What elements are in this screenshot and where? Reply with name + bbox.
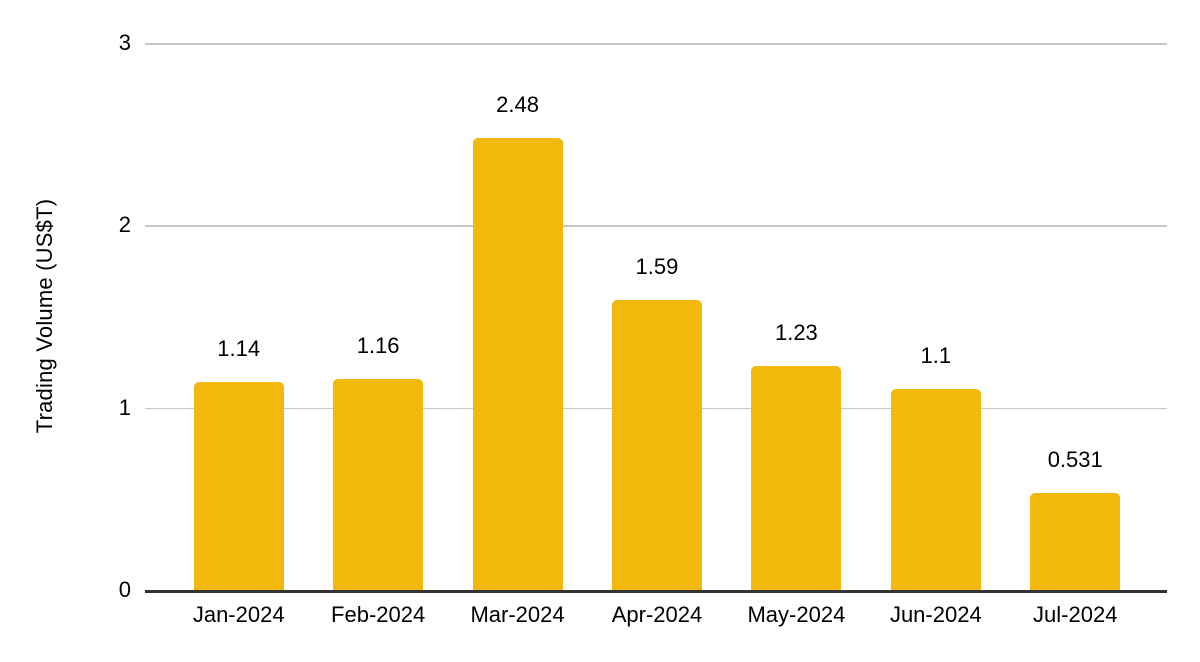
bar-value-label: 1.23 <box>774 319 818 345</box>
bar-column: 2.48 <box>448 43 587 590</box>
bar-value-label: 1.59 <box>635 254 679 280</box>
x-tick-label: Feb-2024 <box>331 602 426 627</box>
y-tick-label: 2 <box>118 212 131 238</box>
bar-value-label: 0.531 <box>1047 447 1103 473</box>
y-tick-label: 0 <box>118 577 131 602</box>
x-tick-label: Jun-2024 <box>889 602 982 627</box>
x-tick-label: May-2024 <box>747 602 846 627</box>
gridline <box>145 225 1167 227</box>
bar-column: 1.23 <box>727 43 866 590</box>
y-tick-label: 1 <box>118 394 131 420</box>
bar-jul-2024 <box>1030 493 1121 590</box>
gridline <box>145 43 1167 45</box>
bar-value-label: 1.16 <box>356 332 400 358</box>
x-tick-label: Apr-2024 <box>611 602 703 627</box>
bar-value-label: 2.48 <box>496 91 539 117</box>
x-tick-label: Jan-2024 <box>192 602 285 627</box>
bar-apr-2024 <box>611 300 702 590</box>
y-axis-ticks: 0 1 2 3 <box>0 32 131 601</box>
bar-feb-2024 <box>333 378 424 590</box>
bar-column: 1.14 <box>169 43 308 590</box>
bar-may-2024 <box>751 365 842 590</box>
bar-column: 1.16 <box>308 43 447 590</box>
bar-column: 0.531 <box>1006 43 1145 590</box>
bar-column: 1.1 <box>866 43 1005 590</box>
bar-jan-2024 <box>193 382 284 590</box>
bar-value-label: 1.1 <box>920 343 952 369</box>
bar-column: 1.59 <box>587 43 726 590</box>
x-axis-labels: Jan-2024 Feb-2024 Mar-2024 Apr-2024 May-2024… <box>169 602 1145 628</box>
x-tick-label: Jul-2024 <box>1033 602 1118 627</box>
bars: 1.14 1.16 2.48 1.59 1.23 1.1 0.531 <box>169 43 1145 590</box>
bar-jun-2024 <box>890 389 981 590</box>
plot-area: 1.14 1.16 2.48 1.59 1.23 1.1 0.531 <box>145 43 1167 593</box>
bar-mar-2024 <box>472 137 563 590</box>
y-tick-label: 3 <box>118 30 131 55</box>
bar-value-label: 1.14 <box>217 336 261 362</box>
x-tick-label: Mar-2024 <box>470 602 565 627</box>
